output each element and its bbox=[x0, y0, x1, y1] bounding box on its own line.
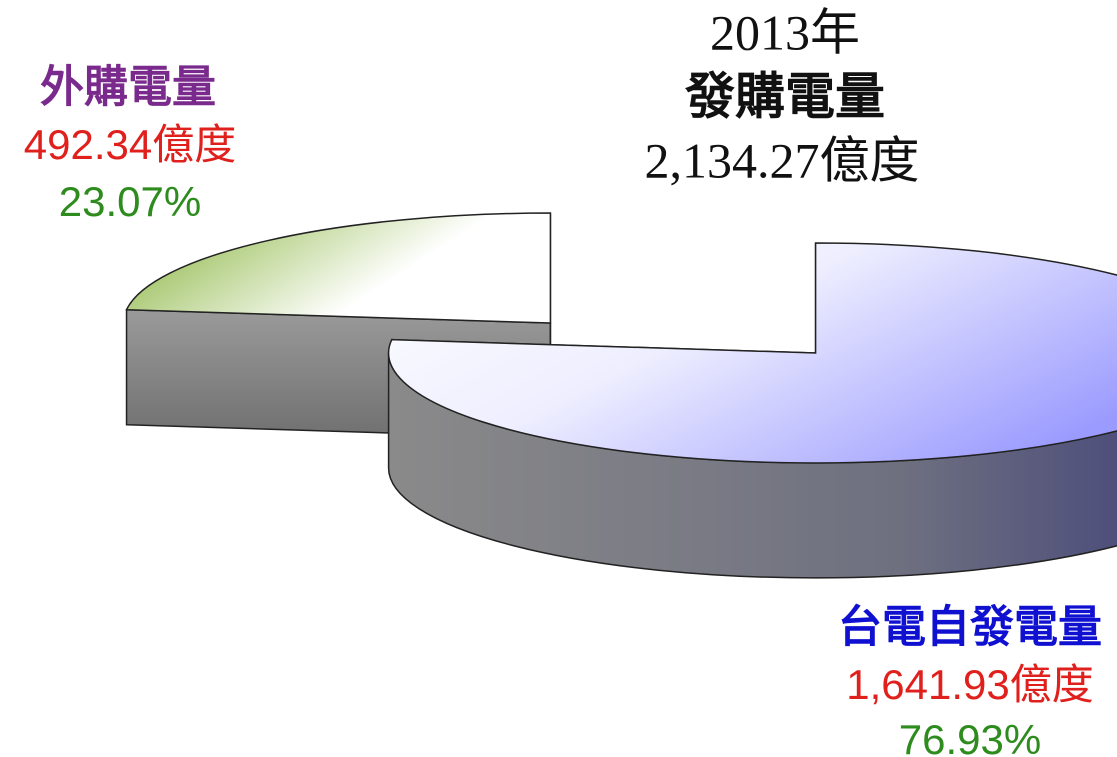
category-label: 台電自發電量 bbox=[838, 603, 1102, 652]
amount-label: 492.34億度 bbox=[24, 121, 236, 168]
chart-title-line: 2,134.27億度 bbox=[645, 132, 920, 188]
slice bbox=[387, 242, 1117, 464]
amount-label: 1,641.93億度 bbox=[846, 661, 1094, 708]
slice bbox=[125, 212, 552, 324]
pie bbox=[125, 212, 1117, 579]
percent-label: 23.07% bbox=[59, 178, 201, 225]
chart-title-line: 發購電量 bbox=[684, 68, 885, 124]
percent-label: 76.93% bbox=[899, 716, 1041, 757]
chart-title-line: 2013年 bbox=[710, 4, 860, 60]
category-label: 外購電量 bbox=[40, 63, 216, 112]
